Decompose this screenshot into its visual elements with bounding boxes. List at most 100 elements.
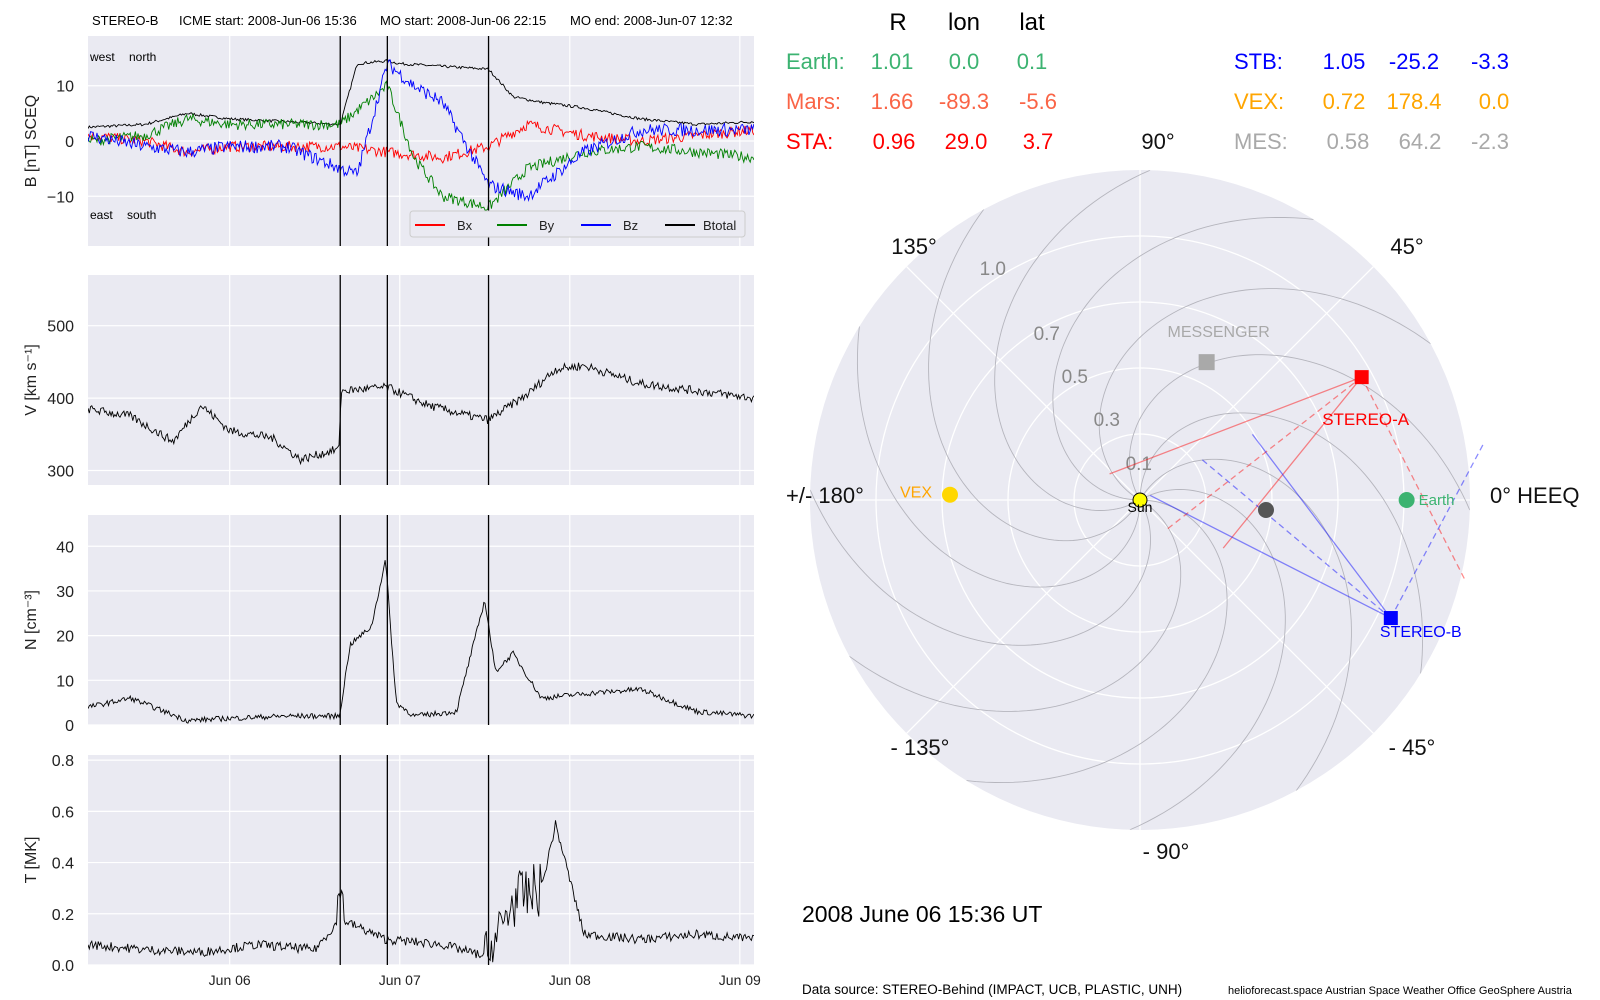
y-tick-label: 30 [56, 584, 74, 601]
footer-date: 2008 June 06 15:36 UT [802, 901, 1042, 927]
polar-spoke [1139, 266, 1374, 501]
row-stb-label: STB: [1234, 49, 1283, 74]
angle-label-m90: - 90° [1143, 839, 1190, 864]
row-mes-label: MES: [1234, 129, 1288, 154]
row-vex-lat: 0.0 [1479, 89, 1510, 114]
polar-plot: 0.1 0.3 0.5 0.7 1.0 MESSENGER STEREO-A STEREO-B… [810, 170, 1486, 830]
parker-spiral-line [994, 170, 1151, 511]
stereo-a-fov-line [1164, 376, 1363, 532]
panel-N: 40 30 20 10 0 N [cm⁻³] [23, 515, 754, 735]
y-axis-label: V [km s⁻¹] [23, 344, 40, 416]
stereo-a-fov-line [1222, 376, 1363, 549]
positions-table: R lon lat Earth: 1.01 0.0 0.1 Mars: 1.66… [786, 9, 1509, 154]
angle-label-0: 0° HEEQ [1490, 483, 1580, 508]
series-v-line [88, 362, 754, 466]
row-stb: STB: 1.05 -25.2 -3.3 [1234, 49, 1509, 74]
y-tick-label: 20 [56, 629, 74, 646]
header-mo-end: MO end: 2008-Jun-07 12:32 [570, 13, 733, 28]
row-earth-lat: 0.1 [1017, 49, 1048, 74]
parker-spiral-line [810, 489, 1151, 646]
panel-background [88, 275, 754, 485]
stereo-a-label: STEREO-A [1322, 410, 1410, 429]
stereo-b-fov-line [1149, 494, 1392, 619]
polar-angle-labels: 90° 45° 0° HEEQ - 45° - 90° - 135° +/- 1… [786, 129, 1580, 864]
row-vex-r: 0.72 [1323, 89, 1366, 114]
stereo-b-fov-line [1198, 456, 1392, 619]
legend-label: Btotal [703, 218, 736, 233]
row-sta-r: 0.96 [873, 129, 916, 154]
angle-label-45: 45° [1390, 234, 1423, 259]
row-earth-lon: 0.0 [949, 49, 980, 74]
annotation-west: west [89, 50, 115, 64]
row-vex-label: VEX: [1234, 89, 1284, 114]
y-tick-label: 300 [47, 464, 74, 481]
y-tick-label: 500 [47, 319, 74, 336]
parker-spiral-line [966, 499, 1228, 784]
row-vex-lon: 178.4 [1386, 89, 1441, 114]
y-tick-label: 0.2 [52, 907, 74, 924]
y-tick-label: 0.4 [52, 856, 74, 873]
y-tick-label: 10 [56, 79, 74, 96]
y-axis-label: N [cm⁻³] [23, 590, 40, 650]
series-bx-line [88, 119, 754, 164]
radial-tick-label: 0.1 [1126, 454, 1152, 475]
parker-spiral-line [1129, 354, 1470, 511]
row-mars-lon: -89.3 [939, 89, 989, 114]
table-header-lon: lon [948, 9, 980, 36]
row-stb-lon: -25.2 [1389, 49, 1439, 74]
parker-spiral-line [1129, 489, 1286, 830]
row-mars: Mars: 1.66 -89.3 -5.6 [786, 89, 1057, 114]
y-axis-label: B [nT] SCEQ [23, 95, 40, 187]
legend-box [409, 210, 746, 238]
legend-label: Bz [623, 218, 638, 233]
parker-spiral-line [928, 209, 1141, 542]
vex-label: VEX [900, 485, 932, 502]
radial-tick-label: 1.0 [980, 259, 1006, 280]
y-tick-label: 400 [47, 391, 74, 408]
y-tick-label: 0.0 [52, 958, 74, 975]
legend-label: By [539, 218, 555, 233]
radial-tick-label: 0.7 [1034, 324, 1060, 345]
x-tick-label: Jun 09 [719, 972, 761, 988]
row-stb-r: 1.05 [1323, 49, 1366, 74]
vex-marker [941, 486, 958, 503]
row-mars-lat: -5.6 [1019, 89, 1057, 114]
polar-spoke [1139, 499, 1374, 734]
row-vex: VEX: 0.72 178.4 0.0 [1234, 89, 1509, 114]
series-n-line [88, 560, 754, 724]
row-earth-label: Earth: [786, 49, 845, 74]
parker-spiral-line [1139, 458, 1352, 791]
y-tick-label: 0.8 [52, 753, 74, 770]
y-axis-label: T [MK] [23, 837, 40, 884]
earth-marker [1398, 492, 1415, 508]
y-tick-label: 10 [56, 673, 74, 690]
angle-label-135: 135° [891, 234, 937, 259]
mercury-marker [1258, 502, 1274, 518]
polar-spoke [906, 266, 1141, 501]
x-tick-label: Jun 08 [549, 972, 591, 988]
row-mars-r: 1.66 [871, 89, 914, 114]
header-mo-start: MO start: 2008-Jun-06 22:15 [380, 13, 546, 28]
table-header-lat: lat [1019, 9, 1045, 36]
table-header-r: R [889, 9, 906, 36]
series-by-line [88, 80, 754, 211]
stereo-b-label: STEREO-B [1380, 624, 1462, 641]
stereo-a-fov-line [1109, 376, 1362, 475]
y-tick-label: 40 [56, 539, 74, 556]
row-earth: Earth: 1.01 0.0 0.1 [786, 49, 1047, 74]
row-sta-label: STA: [786, 129, 833, 154]
row-sta-lon: 29.0 [945, 129, 988, 154]
row-mes-lon: 64.2 [1399, 129, 1442, 154]
row-mars-label: Mars: [786, 89, 841, 114]
footer-data-source: Data source: STEREO-Behind (IMPACT, UCB,… [802, 982, 1182, 997]
row-mes: MES: 0.58 64.2 -2.3 [1234, 129, 1509, 154]
footer-credits: helioforecast.space Austrian Space Weath… [1228, 985, 1573, 997]
parker-spiral-line [1139, 412, 1424, 674]
row-sta-lat: 3.7 [1023, 129, 1054, 154]
stereo-b-fov-line [1390, 441, 1486, 619]
radial-tick-label: 0.3 [1094, 410, 1120, 431]
angle-label-180: +/- 180° [786, 483, 864, 508]
